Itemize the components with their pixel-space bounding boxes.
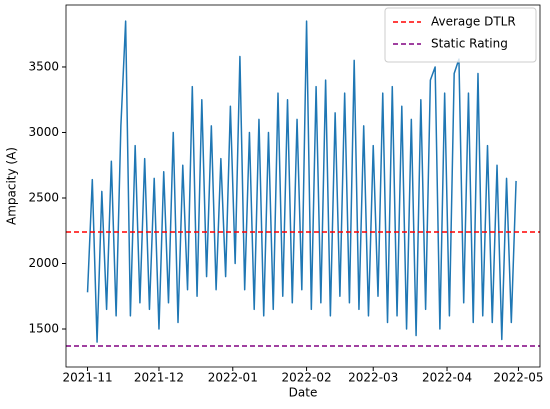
y-tick-label: 2500 bbox=[28, 190, 59, 204]
y-tick-label: 1500 bbox=[28, 322, 59, 336]
plot-frame bbox=[65, 4, 541, 368]
x-tick-label: 2022-05 bbox=[493, 371, 543, 385]
y-tick-label: 2000 bbox=[28, 256, 59, 270]
x-tick-label: 2021-11 bbox=[62, 371, 112, 385]
x-axis-label: Date bbox=[289, 386, 318, 400]
legend-label: Static Rating bbox=[431, 37, 508, 51]
x-tick-label: 2021-12 bbox=[134, 371, 184, 385]
x-tick-label: 2022-04 bbox=[422, 371, 472, 385]
y-tick-label: 3500 bbox=[28, 59, 59, 73]
y-axis-label: Ampacity (A) bbox=[5, 147, 19, 225]
x-tick-label: 2022-01 bbox=[208, 371, 258, 385]
legend-box bbox=[384, 7, 537, 63]
data-line bbox=[86, 20, 517, 343]
y-tick-label: 3000 bbox=[28, 125, 59, 139]
legend-label: Average DTLR bbox=[431, 15, 516, 29]
x-tick-label: 2022-02 bbox=[282, 371, 332, 385]
x-tick-label: 2022-03 bbox=[348, 371, 398, 385]
